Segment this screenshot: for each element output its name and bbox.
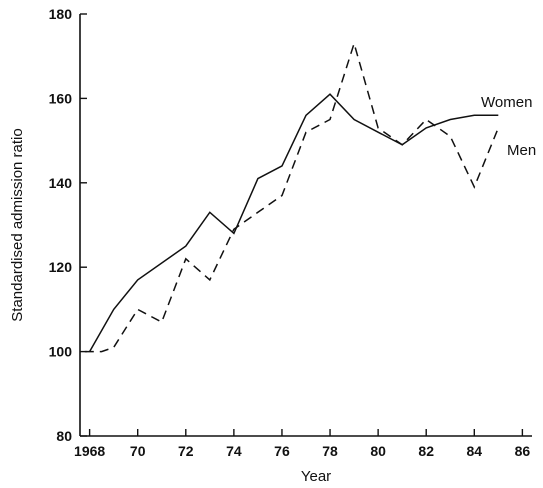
x-tick-label-74: 74 (226, 443, 242, 459)
x-tick-label-84: 84 (467, 443, 483, 459)
series-line-women (88, 93, 499, 352)
y-tick-label-100: 100 (49, 344, 73, 360)
x-tick-label-86: 86 (515, 443, 531, 459)
x-tick-label-80: 80 (370, 443, 386, 459)
x-tick-label-72: 72 (178, 443, 194, 459)
y-tick-label-180: 180 (49, 6, 73, 22)
x-tick-label-82: 82 (418, 443, 434, 459)
x-tick-label-76: 76 (274, 443, 290, 459)
y-tick-label-80: 80 (56, 428, 72, 444)
series-label-men: Men (507, 142, 536, 159)
plot-series-group (84, 40, 499, 353)
x-tick-label-78: 78 (322, 443, 338, 459)
y-ticks-group: 80 100 120 140 160 180 (49, 6, 87, 444)
y-axis-title: Standardised admission ratio (9, 128, 26, 321)
series-line-men (84, 40, 499, 353)
x-ticks-group: 1968 70 72 74 76 78 80 82 84 86 (74, 429, 530, 459)
x-axis-title: Year (301, 468, 331, 485)
x-tick-label-1968: 1968 (74, 443, 105, 459)
y-tick-label-120: 120 (49, 259, 73, 275)
y-tick-label-140: 140 (49, 175, 73, 191)
axes-group (79, 14, 532, 437)
series-label-women: Women (481, 94, 532, 111)
x-tick-label-70: 70 (130, 443, 146, 459)
y-tick-label-160: 160 (49, 90, 73, 106)
